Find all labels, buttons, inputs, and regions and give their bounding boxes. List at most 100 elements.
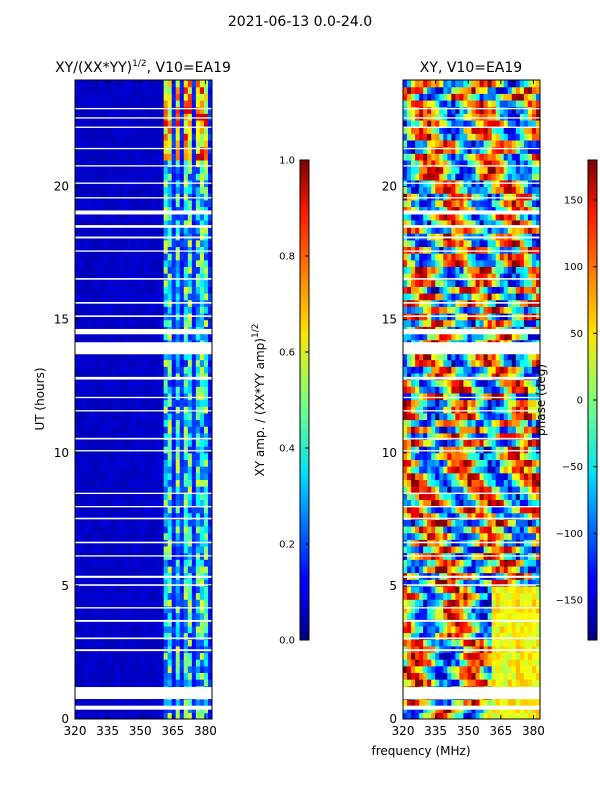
heatmap-cell — [107, 519, 112, 527]
heatmap-cell — [155, 273, 161, 281]
heatmap-cell — [143, 472, 149, 480]
heatmap-cell — [427, 479, 432, 487]
heatmap-cell — [171, 579, 177, 587]
heatmap-cell — [435, 492, 440, 500]
heatmap-cell — [151, 639, 157, 647]
heatmap-cell — [115, 605, 120, 614]
heatmap-cell — [167, 392, 173, 401]
heatmap-cell — [143, 399, 149, 407]
heatmap-cell — [103, 585, 108, 594]
heatmap-cell — [99, 632, 104, 640]
heatmap-cell — [187, 226, 193, 234]
heatmap-cell — [83, 659, 88, 667]
heatmap-cell — [523, 406, 529, 414]
heatmap-cell — [107, 286, 112, 294]
heatmap-cell — [439, 479, 444, 487]
heatmap-cell — [83, 479, 88, 487]
heatmap-cell — [99, 293, 104, 301]
x-tick-label: 365 — [161, 724, 184, 738]
heatmap-cell — [527, 432, 533, 441]
heatmap-cell — [151, 293, 157, 301]
heatmap-cell — [207, 153, 212, 161]
heatmap-cell — [107, 219, 112, 228]
heatmap-cell — [495, 619, 501, 627]
heatmap-cell — [159, 93, 165, 101]
heatmap-cell — [167, 545, 173, 554]
heatmap-cell — [491, 446, 497, 454]
heatmap-cell — [187, 472, 193, 480]
heatmap-cell — [155, 126, 161, 134]
heatmap-cell — [183, 565, 189, 574]
heatmap-cell — [431, 525, 436, 534]
heatmap-cell — [127, 652, 133, 660]
heatmap-cell — [175, 672, 181, 680]
heatmap-cell — [107, 133, 112, 141]
heatmap-cell — [111, 599, 116, 607]
heatmap-cell — [499, 545, 505, 554]
heatmap-cell — [135, 379, 141, 387]
heatmap-cell — [115, 525, 120, 534]
heatmap-cell — [159, 80, 165, 88]
heatmap-cell — [191, 126, 197, 134]
heatmap-cell — [515, 492, 521, 500]
heatmap-cell — [91, 679, 96, 687]
heatmap-cell — [471, 492, 477, 500]
heatmap-cell — [103, 419, 108, 427]
heatmap-cell — [127, 193, 133, 201]
heatmap-cell — [519, 446, 525, 454]
heatmap-cell — [75, 213, 80, 221]
heatmap-cell — [459, 545, 465, 554]
heatmap-cell — [403, 699, 408, 707]
heatmap-cell — [143, 86, 149, 94]
heatmap-cell — [535, 525, 540, 534]
heatmap-cell — [439, 585, 444, 594]
heatmap-cell — [183, 665, 189, 674]
heatmap-cell — [167, 412, 173, 421]
heatmap-cell — [403, 659, 408, 667]
heatmap-cell — [135, 153, 141, 161]
heatmap-cell — [475, 419, 481, 427]
heatmap-cell — [99, 619, 104, 627]
heatmap-cell — [135, 625, 141, 634]
heatmap-cell — [167, 80, 173, 88]
heatmap-cell — [159, 659, 165, 667]
heatmap-cell — [103, 139, 108, 148]
heatmap-cell — [155, 679, 161, 687]
heatmap-cell — [147, 126, 153, 134]
heatmap-cell — [471, 579, 477, 587]
heatmap-cell — [155, 399, 161, 407]
heatmap-cell — [79, 639, 84, 647]
heatmap-cell — [135, 486, 141, 494]
heatmap-cell — [91, 699, 96, 707]
heatmap-cell — [91, 452, 96, 461]
heatmap-cell — [199, 139, 205, 148]
heatmap-cell — [147, 193, 153, 201]
heatmap-cell — [487, 625, 493, 634]
heatmap-cell — [159, 146, 165, 154]
heatmap-cell — [95, 672, 100, 680]
heatmap-cell — [451, 652, 456, 660]
heatmap-cell — [159, 439, 165, 447]
heatmap-cell — [123, 479, 128, 487]
heatmap-cell — [95, 372, 100, 381]
panel1-flag-gaps — [75, 107, 212, 710]
heatmap-cell — [143, 273, 149, 281]
heatmap-cell — [163, 99, 169, 108]
heatmap-cell — [139, 359, 145, 367]
heatmap-cell — [495, 605, 501, 614]
heatmap-cell — [103, 412, 108, 421]
heatmap-cell — [203, 259, 209, 267]
heatmap-cell — [515, 472, 521, 480]
heatmap-cell — [135, 619, 141, 627]
heatmap-cell — [83, 639, 88, 647]
heatmap-cell — [163, 366, 169, 374]
heatmap-cell — [203, 139, 209, 148]
heatmap-cell — [423, 412, 428, 421]
heatmap-cell — [159, 199, 165, 208]
heatmap-cell — [179, 80, 185, 88]
heatmap-cell — [151, 133, 157, 141]
heatmap-cell — [111, 139, 116, 148]
heatmap-cell — [199, 659, 205, 667]
heatmap-cell — [459, 419, 465, 427]
heatmap-cell — [103, 199, 108, 208]
